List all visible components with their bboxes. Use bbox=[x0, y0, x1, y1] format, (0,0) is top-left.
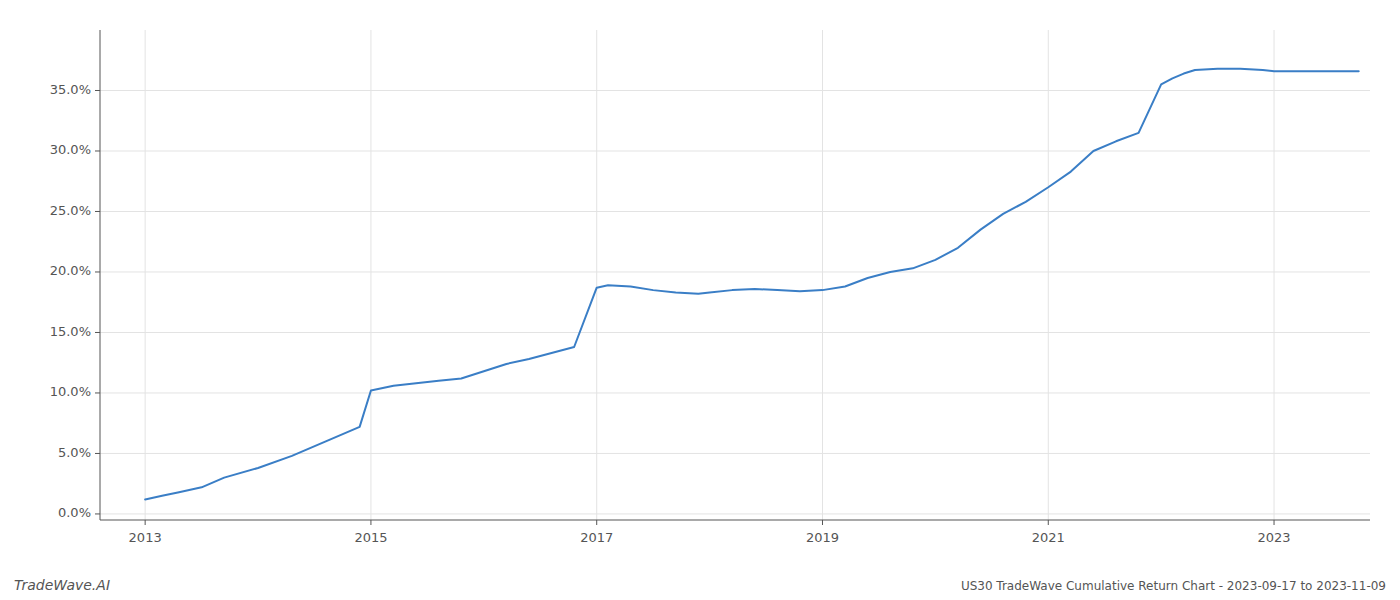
tick-mark bbox=[145, 520, 146, 525]
grid-line bbox=[100, 332, 1370, 333]
grid bbox=[100, 30, 1370, 520]
tick-mark bbox=[596, 520, 597, 525]
tick-mark bbox=[1048, 520, 1049, 525]
grid-line bbox=[145, 30, 146, 520]
tick-labels: 0.0% 5.0% 10.0% 15.0% 20.0% 25.0% 30.0% 35.0% 20… bbox=[50, 82, 1291, 545]
tick-mark bbox=[370, 520, 371, 525]
x-tick-label: 2013 bbox=[129, 530, 162, 545]
grid-line bbox=[822, 30, 823, 520]
grid-line bbox=[100, 513, 1370, 514]
y-tick-label: 20.0% bbox=[50, 263, 91, 278]
tick-mark bbox=[95, 271, 100, 272]
grid-line bbox=[100, 271, 1370, 272]
tick-mark bbox=[95, 392, 100, 393]
tick-mark bbox=[95, 211, 100, 212]
watermark: TradeWave.AI bbox=[14, 577, 110, 593]
tick-mark bbox=[95, 150, 100, 151]
y-tick-label: 10.0% bbox=[50, 384, 91, 399]
grid-line bbox=[100, 150, 1370, 151]
x-tick-label: 2019 bbox=[806, 530, 839, 545]
x-tick-label: 2017 bbox=[580, 530, 613, 545]
grid-line bbox=[100, 90, 1370, 91]
tick-mark bbox=[1274, 520, 1275, 525]
tick-mark bbox=[95, 453, 100, 454]
y-axis-line bbox=[100, 30, 101, 520]
grid-line bbox=[100, 211, 1370, 212]
grid-line bbox=[100, 453, 1370, 454]
tick-mark bbox=[822, 520, 823, 525]
x-tick-label: 2015 bbox=[354, 530, 387, 545]
title: US30 TradeWave Cumulative Return Chart -… bbox=[961, 579, 1386, 593]
grid-line bbox=[1048, 30, 1049, 520]
y-tick-label: 0.0% bbox=[58, 505, 91, 520]
x-axis-line bbox=[100, 520, 1370, 521]
grid-line bbox=[1274, 30, 1275, 520]
plot-area bbox=[145, 69, 1359, 500]
line bbox=[145, 69, 1359, 500]
tick-mark bbox=[95, 90, 100, 91]
grid-line bbox=[596, 30, 597, 520]
y-tick-label: 15.0% bbox=[50, 324, 91, 339]
chart: 0.0% 5.0% 10.0% 15.0% 20.0% 25.0% 30.0% 35.0% 20… bbox=[0, 0, 1400, 600]
y-tick-label: 35.0% bbox=[50, 82, 91, 97]
tick-mark bbox=[95, 332, 100, 333]
y-tick-label: 30.0% bbox=[50, 142, 91, 157]
y-tick-label: 5.0% bbox=[58, 445, 91, 460]
axes bbox=[95, 30, 1370, 525]
y-tick-label: 25.0% bbox=[50, 203, 91, 218]
grid-line bbox=[100, 392, 1370, 393]
grid-line bbox=[370, 30, 371, 520]
x-tick-label: 2021 bbox=[1032, 530, 1065, 545]
tick-mark bbox=[95, 513, 100, 514]
x-tick-label: 2023 bbox=[1257, 530, 1290, 545]
